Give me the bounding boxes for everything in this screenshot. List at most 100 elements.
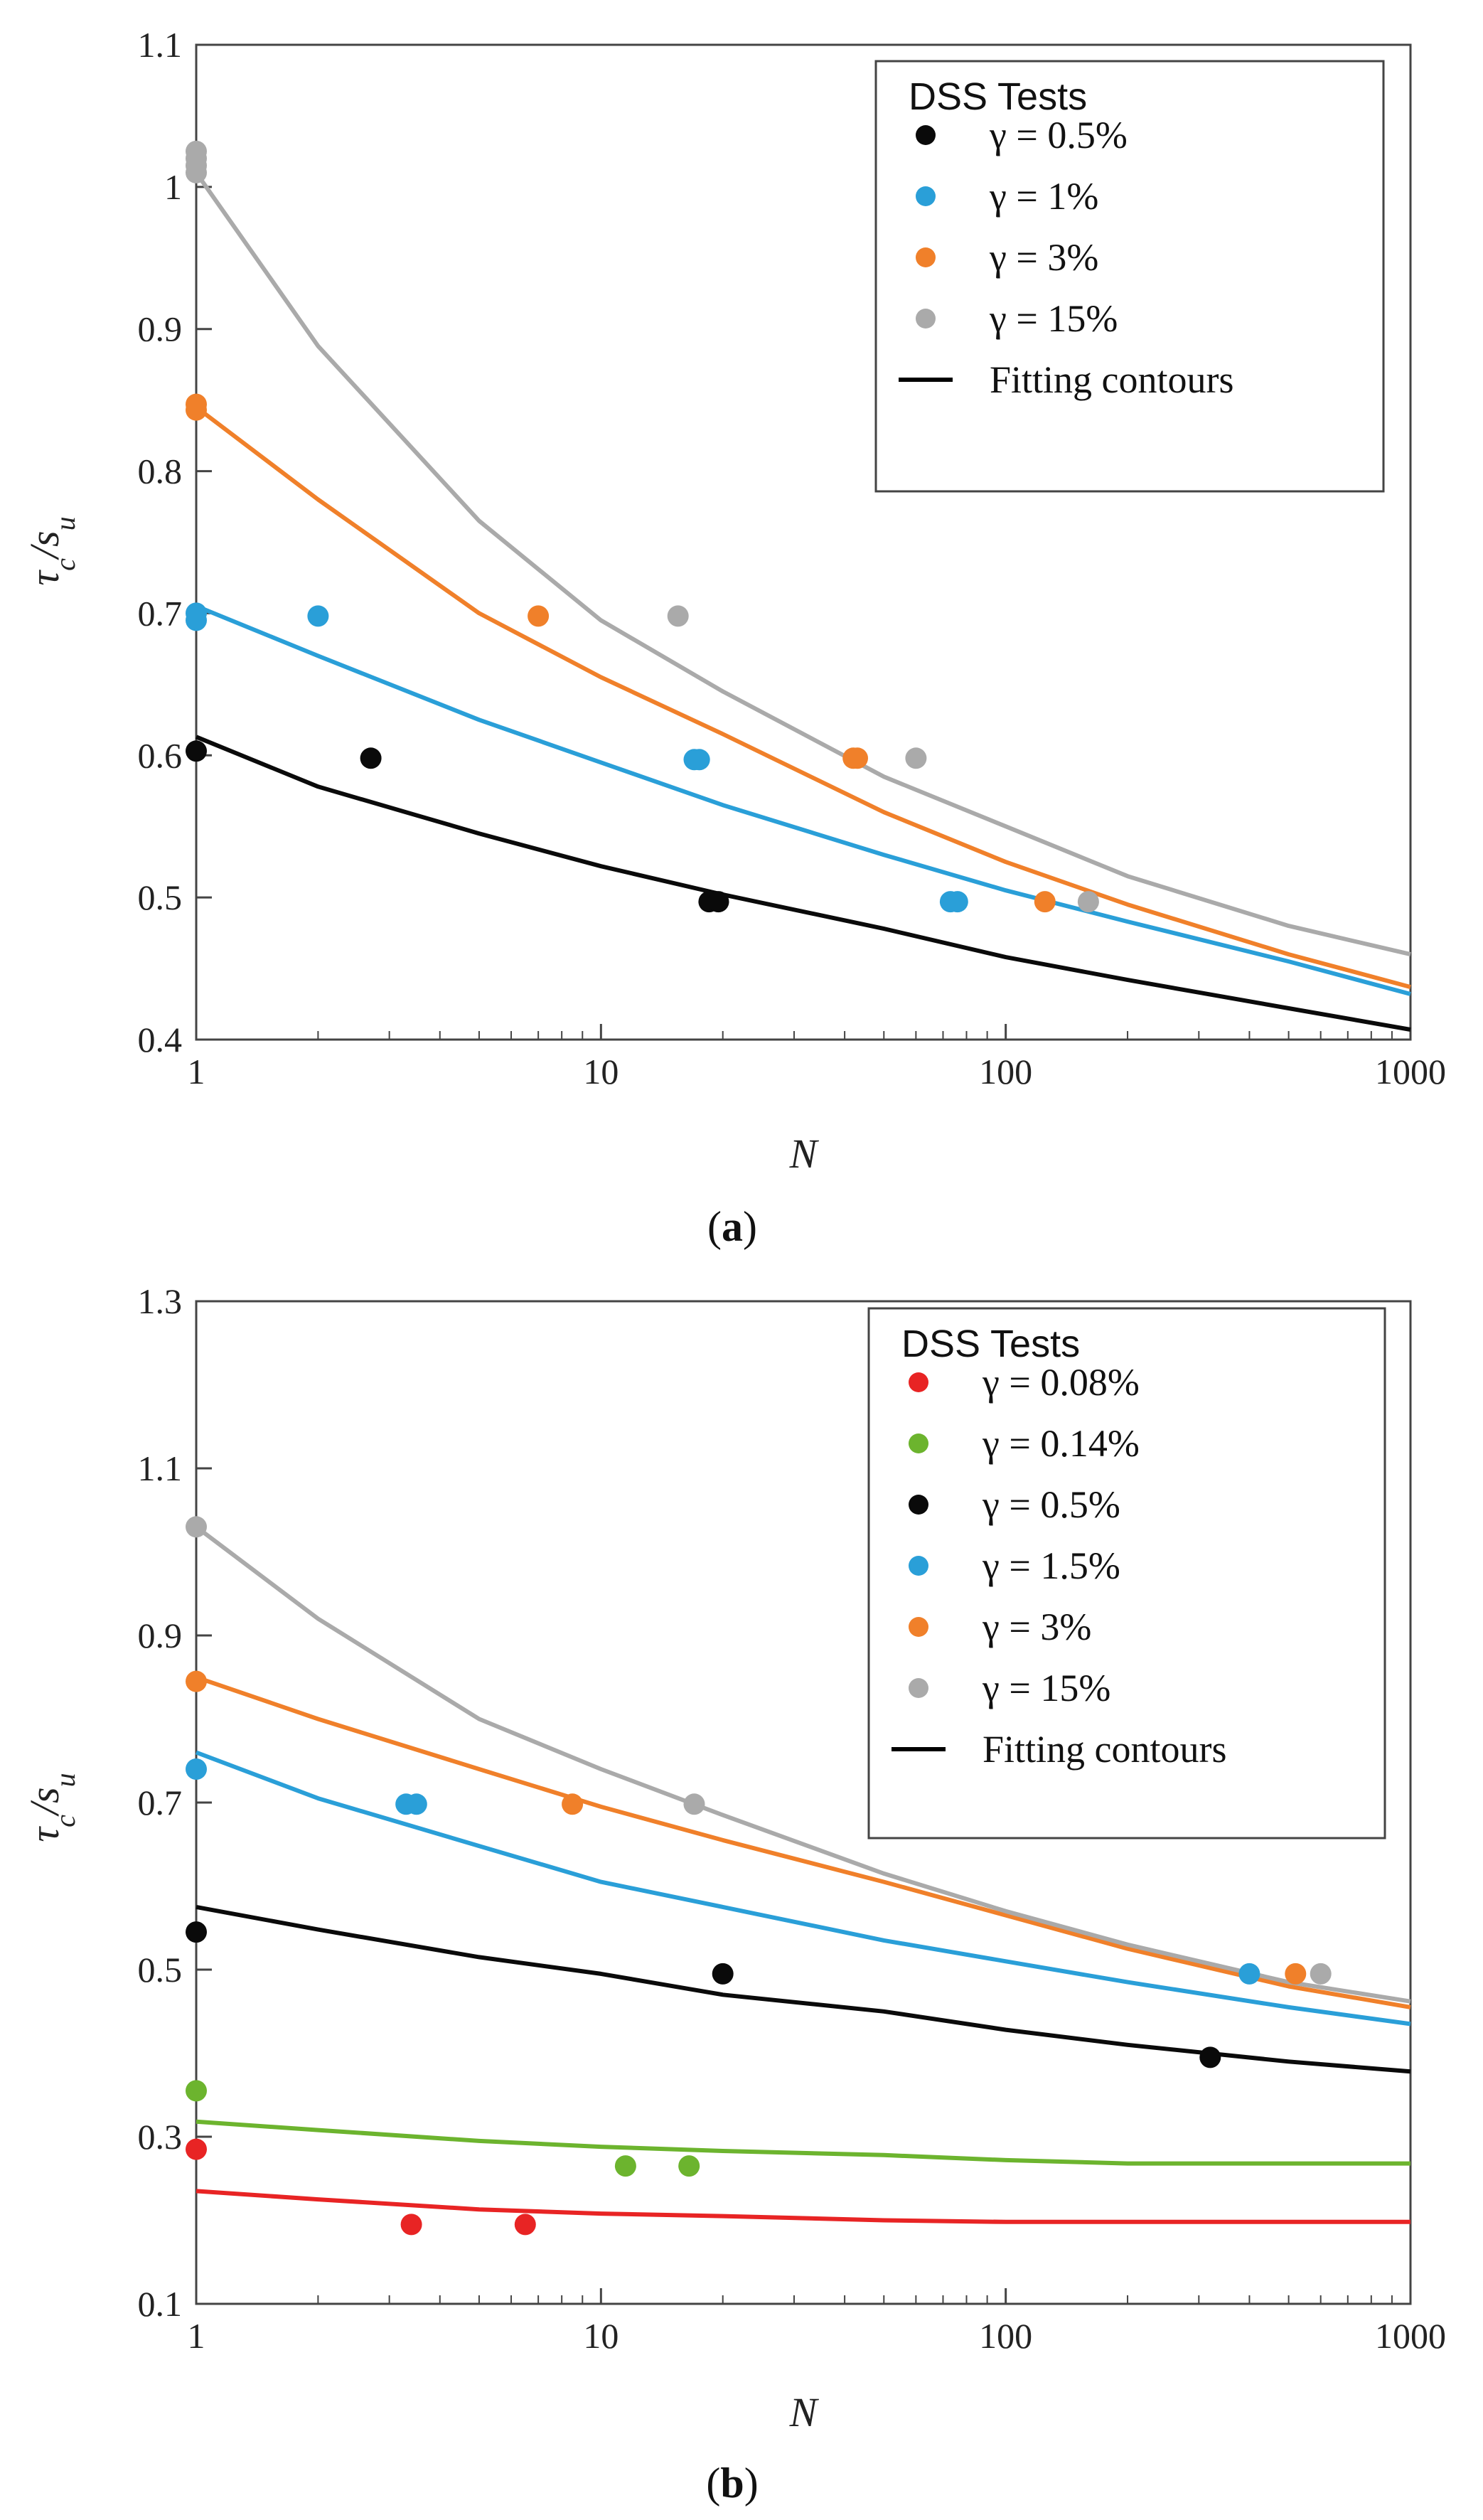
data-point-series-3 [405,1793,427,1815]
legend-marker-4 [909,1617,928,1637]
data-point-series-2 [186,1921,207,1943]
legend-box [874,60,1385,493]
legend-label-2: γ = 3% [989,236,1098,279]
data-point-series-1 [688,749,710,771]
x-axis-label: N [789,1131,820,1177]
legend-marker-2 [909,1495,928,1515]
data-point-series-5 [1310,1963,1332,1985]
y-axis-label-part: u [49,516,81,530]
legend-label-1: γ = 1% [989,175,1098,218]
y-axis-label: τc/su [21,1773,81,1842]
data-point-series-1 [186,602,207,624]
data-point-series-0 [514,2214,536,2236]
data-point-series-5 [186,1516,207,1538]
data-point-series-4 [186,1670,207,1692]
y-axis-label-part: s [21,530,68,547]
legend-title: DSS Tests [901,1323,1080,1365]
data-point-series-0 [360,747,382,769]
legend-fit-label: Fitting contours [983,1728,1227,1771]
panel-a: 1 10 100 1000 0.4 0.5 0.6 0.7 0.8 0.9 1 1.1 DSS Test… [21,25,1446,1250]
data-point-series-2 [186,393,207,415]
x-tick-label: 100 [979,2316,1032,2356]
data-point-series-2 [847,747,868,769]
legend-marker-1 [916,186,936,206]
y-tick-label: 1.1 [138,25,183,65]
data-point-series-3 [905,747,927,769]
x-tick-label: 1000 [1375,1052,1446,1091]
y-axis-label-part: c [49,1815,81,1827]
caption-paren-close: ) [743,1203,757,1250]
y-tick-label: 0.5 [138,877,183,917]
legend-title: DSS Tests [909,75,1087,118]
legend-label-3: γ = 15% [989,297,1118,340]
panel-caption: (a) [707,1203,757,1250]
data-point-series-0 [186,740,207,762]
y-axis-label: τc/su [21,516,81,585]
data-point-series-3 [186,161,207,183]
data-point-series-2 [712,1963,734,1985]
legend-marker-3 [909,1556,928,1576]
caption-paren-open: ( [706,2460,720,2506]
legend-marker-5 [909,1678,928,1698]
y-tick-label: 0.9 [138,1616,183,1655]
y-tick-label: 1.1 [138,1448,183,1488]
y-tick-label: 0.7 [138,593,183,633]
x-tick-label: 100 [979,1052,1032,1091]
data-point-series-1 [678,2155,700,2177]
y-tick-label: 0.6 [138,735,183,775]
data-point-series-1 [946,891,968,913]
legend-fit-label: Fitting contours [990,358,1234,401]
panel-b: 1 10 100 1000 0.1 0.3 0.5 0.7 0.9 1.1 1.3 DSS Tests… [21,1281,1446,2506]
fit-curve-5 [195,1525,1411,2004]
x-axis-label: N [789,2389,820,2435]
fit-curve-3 [195,1750,1411,2027]
legend-label-1: γ = 0.14% [982,1422,1140,1465]
data-point-series-3 [1238,1963,1260,1985]
data-point-series-0 [186,2138,207,2160]
fit-curve-1 [196,2119,1410,2166]
fit-curve-2 [196,1904,1411,2074]
data-point-series-2 [1034,891,1056,913]
x-tick-label: 1 [188,2316,205,2356]
data-point-series-0 [400,2214,422,2236]
data-point-series-1 [614,2155,636,2177]
legend-marker-3 [916,309,936,329]
legend-marker-1 [909,1433,928,1453]
y-tick-label: 0.3 [138,2117,183,2157]
legend-label-4: γ = 3% [982,1606,1091,1648]
data-point-series-4 [562,1793,584,1815]
fit-curve-2 [195,405,1411,989]
y-axis-label-part: u [49,1773,81,1787]
fit-curve-1 [195,604,1411,996]
y-tick-label: 0.5 [138,1950,183,1990]
caption-letter: b [720,2460,744,2506]
data-point-series-3 [667,605,689,627]
panel-caption: (b) [706,2460,758,2506]
legend-label-2: γ = 0.5% [982,1483,1120,1526]
y-tick-label: 1.3 [138,1281,183,1321]
legend-label-5: γ = 15% [982,1667,1110,1709]
plot-frame [195,43,1412,1041]
data-point-series-1 [186,2080,207,2102]
legend-marker-0 [916,125,936,145]
legend-marker-0 [909,1372,928,1392]
caption-letter: a [722,1203,743,1250]
fit-curve-4 [196,1675,1411,2009]
y-tick-label: 1 [164,167,182,207]
y-tick-label: 0.4 [138,1020,183,1059]
x-tick-label: 1000 [1375,2316,1446,2356]
caption-paren-open: ( [707,1203,722,1250]
legend-marker-2 [916,247,936,267]
data-point-series-5 [683,1793,705,1815]
data-point-series-2 [1199,2046,1221,2068]
x-tick-label: 10 [583,1052,619,1091]
x-tick-label: 1 [188,1052,205,1091]
data-point-series-3 [186,1758,207,1780]
y-axis-label-part: τ [21,570,68,586]
y-tick-label: 0.7 [138,1783,183,1822]
data-point-series-1 [307,605,329,627]
y-axis-label-part: c [49,558,81,571]
data-point-series-3 [1077,891,1099,913]
x-tick-label: 10 [583,2316,619,2356]
